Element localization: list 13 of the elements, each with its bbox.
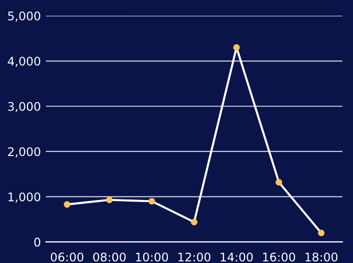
x-tick-label: 10:00 (136, 252, 168, 262)
x-tick-label: 14:00 (220, 252, 253, 262)
y-tick-label: 5,000 (8, 12, 40, 22)
x-tick-label: 12:00 (178, 252, 210, 262)
y-tick-label: 3,000 (8, 102, 40, 112)
y-tick-label: 1,000 (8, 192, 40, 203)
y-tick-label: 2,000 (8, 147, 40, 158)
x-tick-label: 16:00 (263, 252, 296, 262)
y-tick-label: 0 (34, 238, 40, 247)
x-tick-label: 08:00 (93, 252, 126, 262)
x-tick-label: 18:00 (306, 252, 338, 262)
y-tick-label: 4,000 (8, 56, 40, 67)
x-tick-label: 06:00 (50, 252, 84, 262)
